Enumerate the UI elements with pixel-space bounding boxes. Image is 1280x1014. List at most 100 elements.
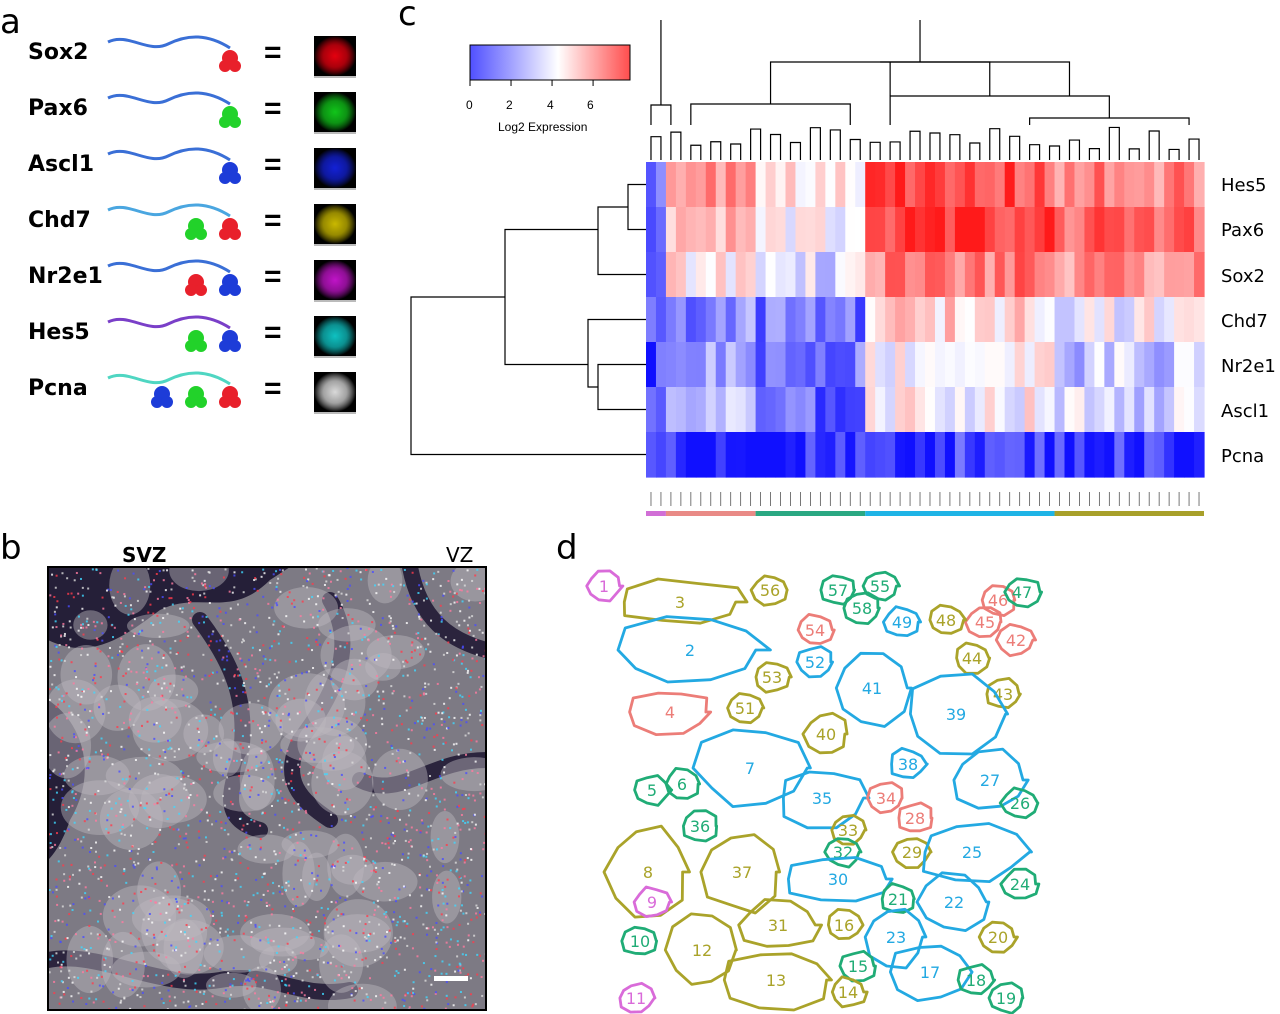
signal-dot (374, 763, 377, 766)
signal-dot (189, 793, 192, 796)
heatmap-cell (865, 387, 876, 433)
signal-dot (58, 1002, 61, 1005)
signal-dot (181, 688, 184, 691)
signal-dot (67, 779, 70, 782)
cell-outline (632, 885, 673, 918)
signal-dot (439, 611, 442, 614)
signal-dot (163, 640, 166, 643)
signal-dot (100, 975, 103, 978)
signal-dot (106, 884, 109, 887)
heatmap-cell (755, 342, 767, 388)
signal-dot (134, 759, 137, 762)
signal-dot (372, 862, 375, 865)
heatmap-cell (954, 207, 966, 253)
signal-dot (48, 777, 51, 780)
signal-dot (182, 990, 185, 993)
signal-dot (200, 928, 203, 931)
heatmap-cell (964, 342, 976, 388)
signal-dot (330, 824, 333, 827)
signal-dot (205, 586, 208, 589)
signal-dot (327, 907, 330, 910)
signal-dot (98, 706, 101, 709)
signal-dot (316, 874, 319, 877)
signal-dot (275, 977, 278, 980)
signal-dot (355, 958, 358, 961)
signal-dot (364, 743, 367, 746)
signal-dot (96, 976, 99, 979)
signal-dot (170, 984, 173, 987)
signal-dot (275, 714, 278, 717)
probe-dot (219, 228, 231, 240)
signal-dot (248, 812, 251, 815)
signal-dot (452, 1004, 455, 1007)
signal-dot (407, 840, 410, 843)
signal-dot (130, 712, 133, 715)
signal-dot (402, 799, 405, 802)
heatmap-cell (994, 162, 1006, 208)
signal-dot (164, 889, 167, 892)
signal-dot (447, 641, 450, 644)
heatmap-cell (915, 207, 926, 253)
signal-dot (480, 976, 483, 979)
cell-id-label: 15 (848, 957, 868, 976)
cell-id-label: 16 (834, 916, 854, 935)
signal-dot (108, 948, 111, 951)
signal-dot (317, 710, 320, 713)
heatmap-cell (675, 387, 687, 433)
signal-dot (435, 632, 438, 635)
signal-dot (418, 753, 421, 756)
signal-dot (73, 976, 76, 979)
heatmap-cell (1024, 387, 1036, 433)
signal-dot (48, 688, 51, 691)
signal-dot (358, 987, 361, 990)
signal-dot (344, 861, 347, 864)
signal-dot (432, 1009, 435, 1010)
signal-dot (250, 786, 253, 789)
signal-dot (205, 1000, 208, 1003)
heatmap-cell (1014, 387, 1026, 433)
signal-dot (191, 937, 194, 940)
signal-dot (203, 990, 206, 993)
signal-dot (292, 907, 295, 910)
signal-dot (198, 864, 201, 867)
nucleus (155, 919, 224, 975)
signal-dot (276, 598, 279, 601)
signal-dot (443, 827, 446, 830)
signal-dot (433, 668, 436, 671)
signal-dot (284, 705, 287, 708)
signal-dot (445, 844, 448, 847)
signal-dot (63, 993, 66, 996)
heatmap-cell (1064, 252, 1076, 298)
signal-dot (402, 885, 405, 888)
signal-dot (425, 911, 428, 914)
signal-dot (92, 620, 95, 623)
signal-dot (350, 723, 353, 726)
signal-dot (165, 664, 168, 667)
signal-dot (360, 578, 363, 581)
signal-dot (86, 818, 89, 821)
heatmap-cell (655, 207, 667, 253)
signal-dot (254, 992, 257, 995)
signal-dot (154, 901, 157, 904)
signal-dot (246, 987, 249, 990)
signal-dot (333, 716, 336, 719)
signal-dot (346, 808, 349, 811)
signal-dot (471, 657, 474, 660)
signal-dot (284, 801, 287, 804)
heatmap-cell (725, 387, 737, 433)
cell-outline (890, 746, 929, 779)
signal-dot (315, 883, 318, 886)
heatmap-cell (795, 297, 807, 343)
nucleus (203, 935, 275, 973)
signal-dot (462, 702, 465, 705)
signal-dot (461, 808, 464, 811)
heatmap-cell (735, 162, 747, 208)
signal-dot (312, 766, 315, 769)
signal-dot (145, 802, 148, 805)
signal-dot (141, 874, 144, 877)
signal-dot (398, 761, 401, 764)
cell-outline (985, 677, 1022, 709)
signal-dot (175, 949, 178, 952)
signal-dot (212, 984, 215, 987)
signal-dot (218, 649, 221, 652)
